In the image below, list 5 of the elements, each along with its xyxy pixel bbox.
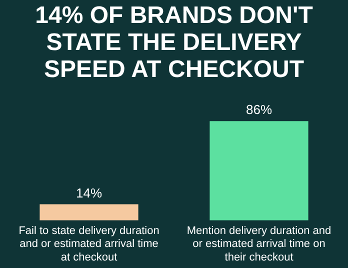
chart-title: 14% OF BRANDS DON'T STATE THE DELIVERY SPEED AT CHECKOUT bbox=[34, 2, 314, 83]
data-label: 86% bbox=[246, 102, 272, 118]
x-tick-label: Mention delivery duration and or estimated arrival time on their checkout bbox=[186, 225, 332, 264]
data-label: 14% bbox=[76, 185, 102, 200]
x-tick-label: Fail to state delivery duration and or estimated arrival time at checkout bbox=[18, 225, 160, 264]
